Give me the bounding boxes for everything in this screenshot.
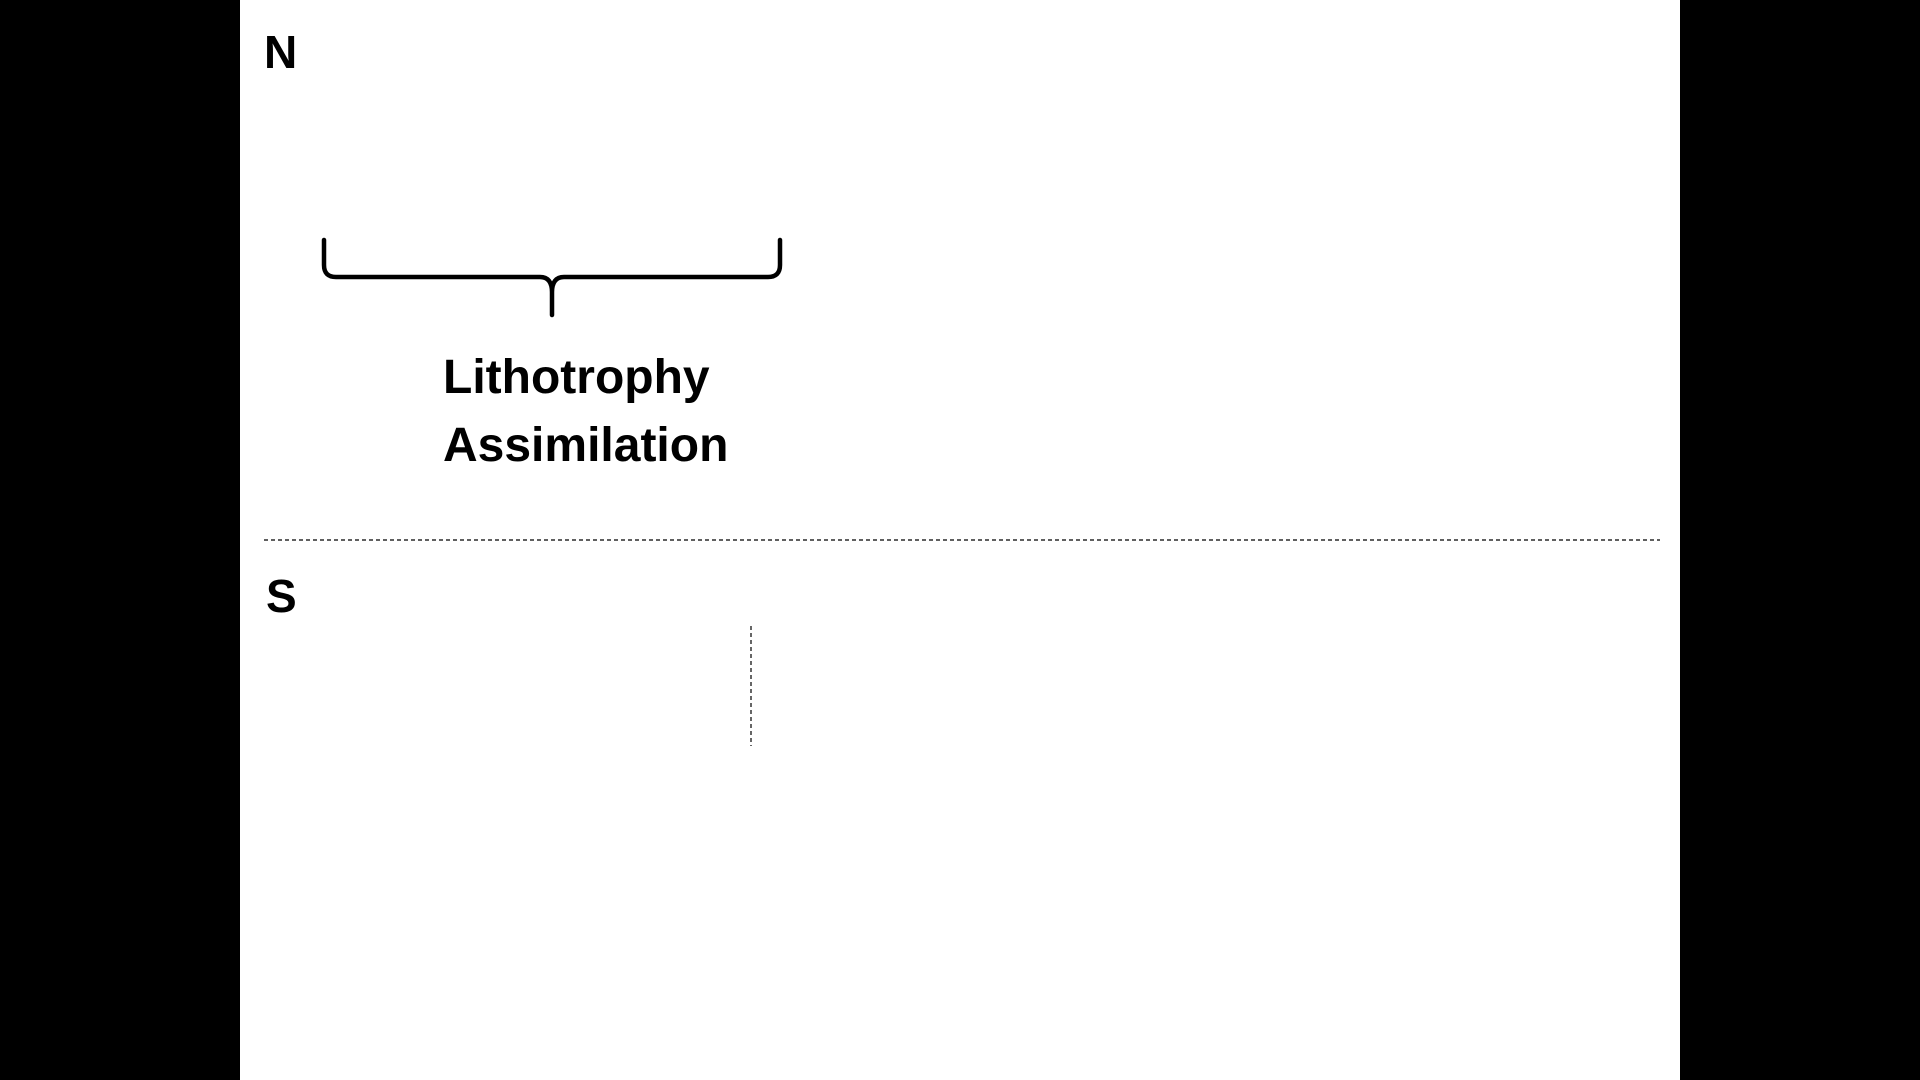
slide: N Lithotrophy Assimilation S [240, 0, 1680, 1080]
curly-brace-icon [321, 237, 783, 318]
process-label-line2: Assimilation [443, 419, 729, 472]
process-label-line1: Lithotrophy [443, 351, 710, 404]
north-label: N [264, 26, 298, 78]
diagram-graphics [264, 237, 1660, 746]
process-label: Lithotrophy Assimilation [443, 344, 728, 480]
south-label: S [266, 570, 297, 622]
